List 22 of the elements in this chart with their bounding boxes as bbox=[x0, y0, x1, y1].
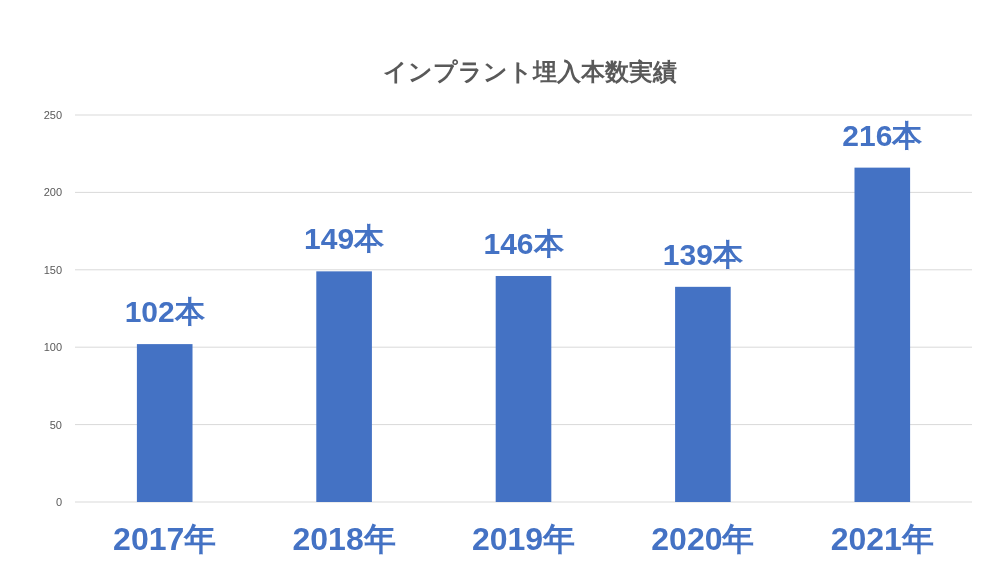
x-tick-label: 2021年 bbox=[830, 521, 934, 557]
data-label: 139本 bbox=[662, 237, 744, 271]
data-label: 102本 bbox=[124, 295, 206, 329]
data-label: 146本 bbox=[483, 226, 565, 260]
x-tick-label: 2017年 bbox=[113, 521, 217, 557]
y-tick-label: 200 bbox=[43, 186, 62, 199]
bar bbox=[136, 344, 193, 502]
bar bbox=[854, 167, 911, 502]
data-label: 149本 bbox=[304, 222, 386, 256]
x-tick-label: 2018年 bbox=[292, 521, 396, 557]
bar bbox=[675, 286, 731, 502]
x-tick-label: 2020年 bbox=[651, 521, 755, 557]
chart-title: インプラント埋入本数実績 bbox=[382, 58, 677, 85]
data-label: 216本 bbox=[842, 118, 924, 152]
y-tick-label: 150 bbox=[43, 263, 62, 276]
y-tick-label: 50 bbox=[49, 418, 62, 431]
y-tick-label: 0 bbox=[55, 496, 62, 508]
bar bbox=[495, 275, 552, 502]
x-tick-label: 2019年 bbox=[471, 521, 576, 557]
bar bbox=[316, 271, 372, 502]
y-tick-label: 250 bbox=[43, 109, 62, 121]
y-tick-label: 100 bbox=[43, 341, 62, 354]
